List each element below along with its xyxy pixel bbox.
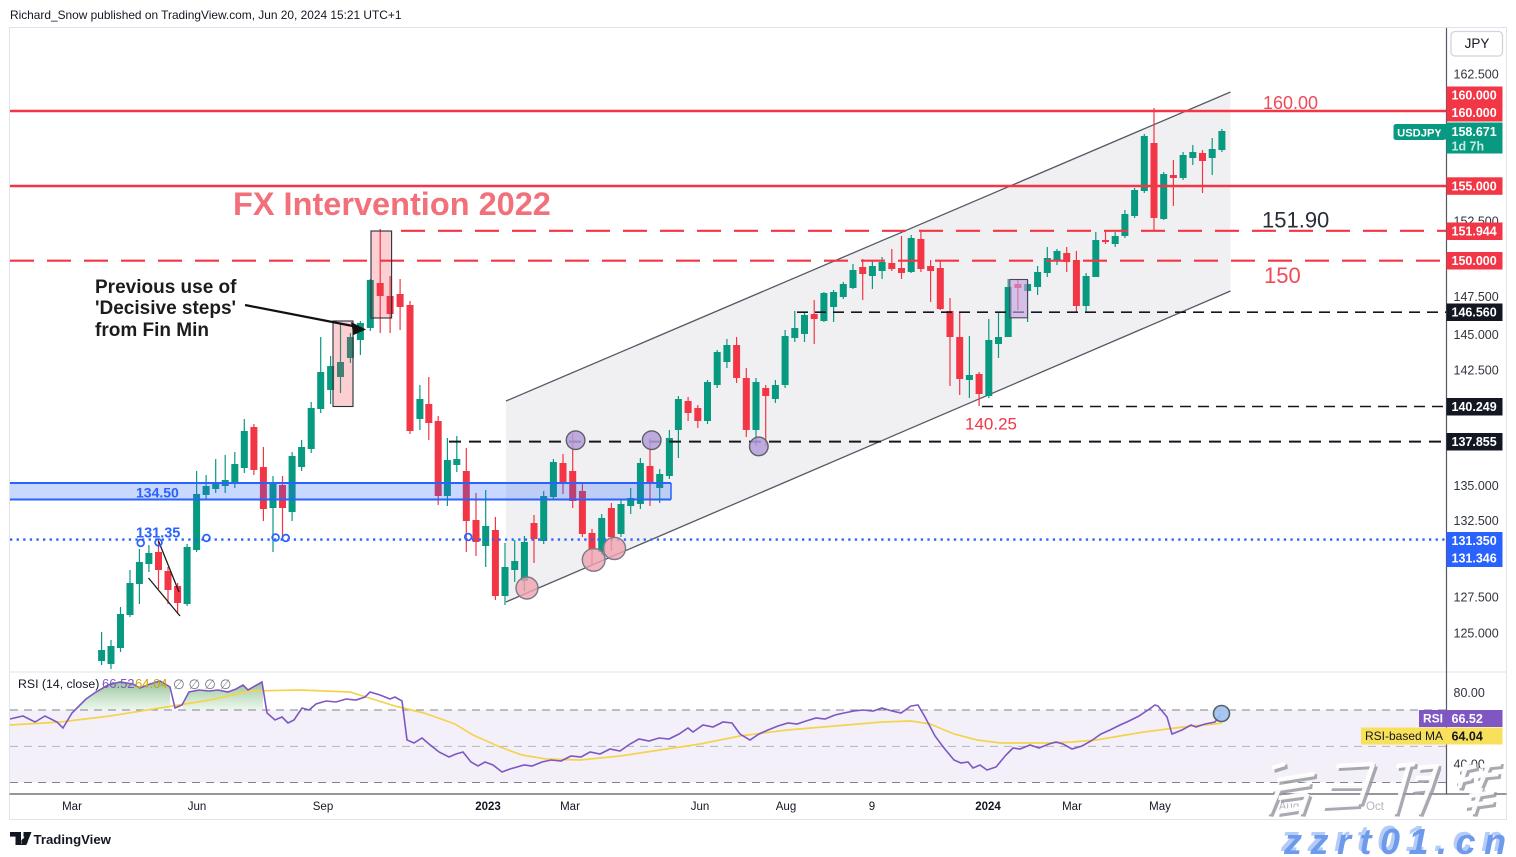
svg-text:JPY: JPY <box>1465 36 1490 51</box>
svg-text:140.25: 140.25 <box>965 415 1017 434</box>
svg-text:160.000: 160.000 <box>1452 89 1497 103</box>
svg-text:Richard_Snow published on Trad: Richard_Snow published on TradingView.co… <box>10 8 402 22</box>
svg-text:127.500: 127.500 <box>1454 590 1499 604</box>
svg-text:Jun: Jun <box>188 801 207 813</box>
svg-text:80.00: 80.00 <box>1454 686 1485 700</box>
svg-text:∅∅∅∅: ∅∅∅∅ <box>173 677 235 692</box>
svg-text:146.560: 146.560 <box>1452 306 1497 320</box>
svg-text:Previous use of: Previous use of <box>95 277 237 298</box>
svg-text:Oct: Oct <box>1366 801 1385 813</box>
svg-text:151.90: 151.90 <box>1262 208 1329 233</box>
svg-text:155.000: 155.000 <box>1452 179 1497 193</box>
svg-text:1d 7h: 1d 7h <box>1452 140 1485 154</box>
svg-text:151.944: 151.944 <box>1452 225 1497 239</box>
svg-text:'Decisive steps': 'Decisive steps' <box>95 298 236 319</box>
svg-text:zzrt01.cn: zzrt01.cn <box>1283 821 1515 857</box>
svg-text:TradingView: TradingView <box>34 832 112 847</box>
svg-text:RSI: RSI <box>1423 712 1443 726</box>
svg-text:64.04: 64.04 <box>135 676 168 691</box>
svg-text:RSI (14, close): RSI (14, close) <box>18 677 99 691</box>
svg-text:2024: 2024 <box>975 801 1001 813</box>
svg-text:131.346: 131.346 <box>1452 552 1497 566</box>
svg-text:Mar: Mar <box>1062 801 1082 813</box>
svg-text:125.000: 125.000 <box>1454 626 1499 640</box>
svg-text:Mar: Mar <box>560 801 580 813</box>
svg-text:134.50: 134.50 <box>136 485 179 501</box>
svg-text:158.671: 158.671 <box>1452 125 1497 139</box>
svg-text:131.350: 131.350 <box>1452 534 1497 548</box>
svg-text:2023: 2023 <box>475 801 501 813</box>
svg-text:162.500: 162.500 <box>1454 67 1499 81</box>
svg-text:66.52: 66.52 <box>102 676 135 691</box>
svg-text:131.35: 131.35 <box>136 526 180 542</box>
svg-text:135.000: 135.000 <box>1454 479 1499 493</box>
svg-text:USDJPY: USDJPY <box>1397 128 1442 140</box>
svg-text:160.000: 160.000 <box>1452 106 1497 120</box>
svg-text:142.500: 142.500 <box>1454 363 1499 377</box>
svg-text:RSI-based MA: RSI-based MA <box>1365 729 1443 743</box>
svg-text:160.00: 160.00 <box>1263 93 1318 113</box>
svg-text:FX Intervention 2022: FX Intervention 2022 <box>233 186 551 222</box>
svg-text:Jun: Jun <box>691 801 710 813</box>
svg-text:Aug: Aug <box>776 801 796 813</box>
svg-text:150: 150 <box>1264 263 1301 288</box>
svg-text:140.249: 140.249 <box>1452 400 1497 414</box>
svg-text:137.855: 137.855 <box>1452 435 1497 449</box>
svg-text:9: 9 <box>869 801 875 813</box>
svg-text:132.500: 132.500 <box>1454 514 1499 528</box>
svg-text:from Fin Min: from Fin Min <box>95 320 209 341</box>
svg-text:66.52: 66.52 <box>1452 712 1483 726</box>
svg-text:Mar: Mar <box>62 801 82 813</box>
svg-text:May: May <box>1149 801 1171 813</box>
svg-text:zzrt01.cn: zzrt01.cn <box>1280 818 1512 857</box>
svg-text:150.000: 150.000 <box>1452 254 1497 268</box>
svg-text:145.000: 145.000 <box>1454 328 1499 342</box>
svg-text:147.500: 147.500 <box>1454 290 1499 304</box>
svg-text:64.04: 64.04 <box>1452 729 1483 743</box>
svg-text:Sep: Sep <box>313 801 333 813</box>
